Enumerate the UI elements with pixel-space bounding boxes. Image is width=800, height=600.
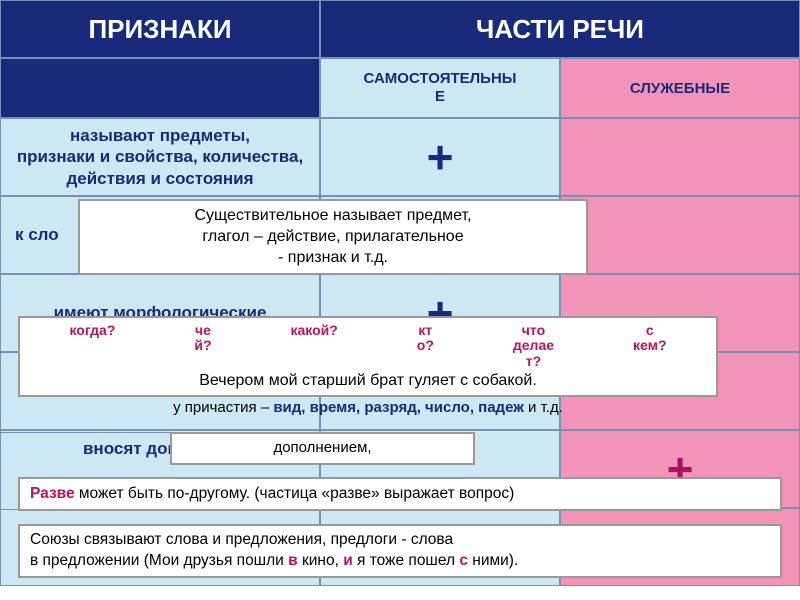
plus-icon: + [427,130,454,184]
subheader-col2: СЛУЖЕБНЫЕ [560,58,800,118]
example-sentence: Вечером мой старший брат гуляет с собако… [30,372,706,390]
row-2-c2 [560,196,800,274]
q-withwhom: с кем? [633,323,667,369]
q-when: когда? [69,323,115,369]
q-which: какой? [291,323,338,369]
row-1: называют предметы, признаки и свойства, … [0,118,800,196]
q-whose: че й? [194,323,211,369]
header-row: ПРИЗНАКИ ЧАСТИ РЕЧИ [0,0,800,58]
subheader-col1: САМОСТОЯТЕЛЬНЫ Е [320,58,560,118]
overlay-dopolneniem: дополнением, [170,432,475,465]
subheader-row: САМОСТОЯТЕЛЬНЫ Е СЛУЖЕБНЫЕ [0,58,800,118]
q-does: что делае т? [513,323,554,369]
q-who: кт о? [417,323,434,369]
subheader-spacer [0,58,320,118]
overlay-razve: Разве может быть по-другому. (частица «р… [18,477,782,511]
row-1-c2 [560,118,800,196]
question-row: когда? че й? какой? кт о? что делае т? с… [30,323,706,369]
overlay-conjunctions: Союзы связывают слова и предложения, пре… [18,524,782,578]
row-1-label: называют предметы, признаки и свойства, … [0,118,320,196]
header-left: ПРИЗНАКИ [0,0,320,58]
header-right: ЧАСТИ РЕЧИ [320,0,800,58]
row-1-c1: + [320,118,560,196]
overlay-conj-line2: в предложении (Мои друзья пошли в кино, … [30,551,770,572]
overlay-definition: Существительное называет предмет, глагол… [78,199,588,275]
overlay-questions: когда? че й? какой? кт о? что делае т? с… [18,316,718,397]
